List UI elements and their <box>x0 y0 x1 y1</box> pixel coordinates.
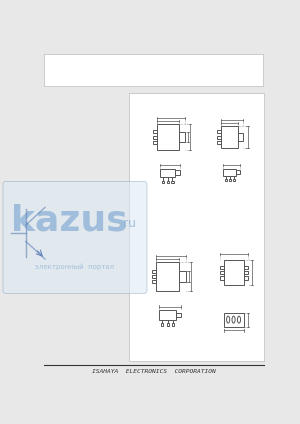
Bar <box>220 266 224 269</box>
Bar <box>152 280 156 283</box>
Bar <box>229 179 231 181</box>
Bar <box>167 324 169 326</box>
Bar <box>220 271 224 274</box>
Bar <box>162 181 164 183</box>
Bar <box>178 132 185 142</box>
Text: .ru: .ru <box>120 217 137 230</box>
Bar <box>157 124 178 150</box>
Bar <box>44 54 263 86</box>
Bar <box>236 170 240 174</box>
Bar <box>171 181 173 183</box>
Bar <box>244 276 248 279</box>
Bar <box>217 136 221 139</box>
Bar <box>220 276 224 279</box>
Bar <box>244 266 248 269</box>
Bar <box>232 179 235 181</box>
Bar <box>244 271 248 274</box>
Bar <box>167 181 169 183</box>
Bar <box>238 133 243 141</box>
Bar <box>217 141 221 144</box>
FancyBboxPatch shape <box>3 181 147 293</box>
Bar <box>217 130 221 133</box>
Bar <box>179 271 185 282</box>
Bar <box>172 324 174 326</box>
Bar <box>153 136 157 139</box>
Bar <box>156 262 179 291</box>
Bar <box>176 170 180 175</box>
Bar <box>224 312 244 326</box>
Bar <box>221 126 238 148</box>
Bar <box>159 310 176 320</box>
Bar <box>223 169 236 176</box>
Bar <box>153 141 157 144</box>
Bar <box>161 324 164 326</box>
Bar <box>224 260 244 285</box>
Bar <box>160 169 176 177</box>
Bar <box>153 130 157 133</box>
Bar <box>176 312 181 317</box>
Bar <box>152 275 156 278</box>
Text: ISAHAYA  ELECTRONICS  CORPORATION: ISAHAYA ELECTRONICS CORPORATION <box>92 369 216 374</box>
Bar <box>225 179 227 181</box>
Text: электронный  портал: электронный портал <box>35 263 115 270</box>
Bar <box>129 93 264 361</box>
Text: kazus: kazus <box>11 204 127 238</box>
Bar <box>152 270 156 273</box>
